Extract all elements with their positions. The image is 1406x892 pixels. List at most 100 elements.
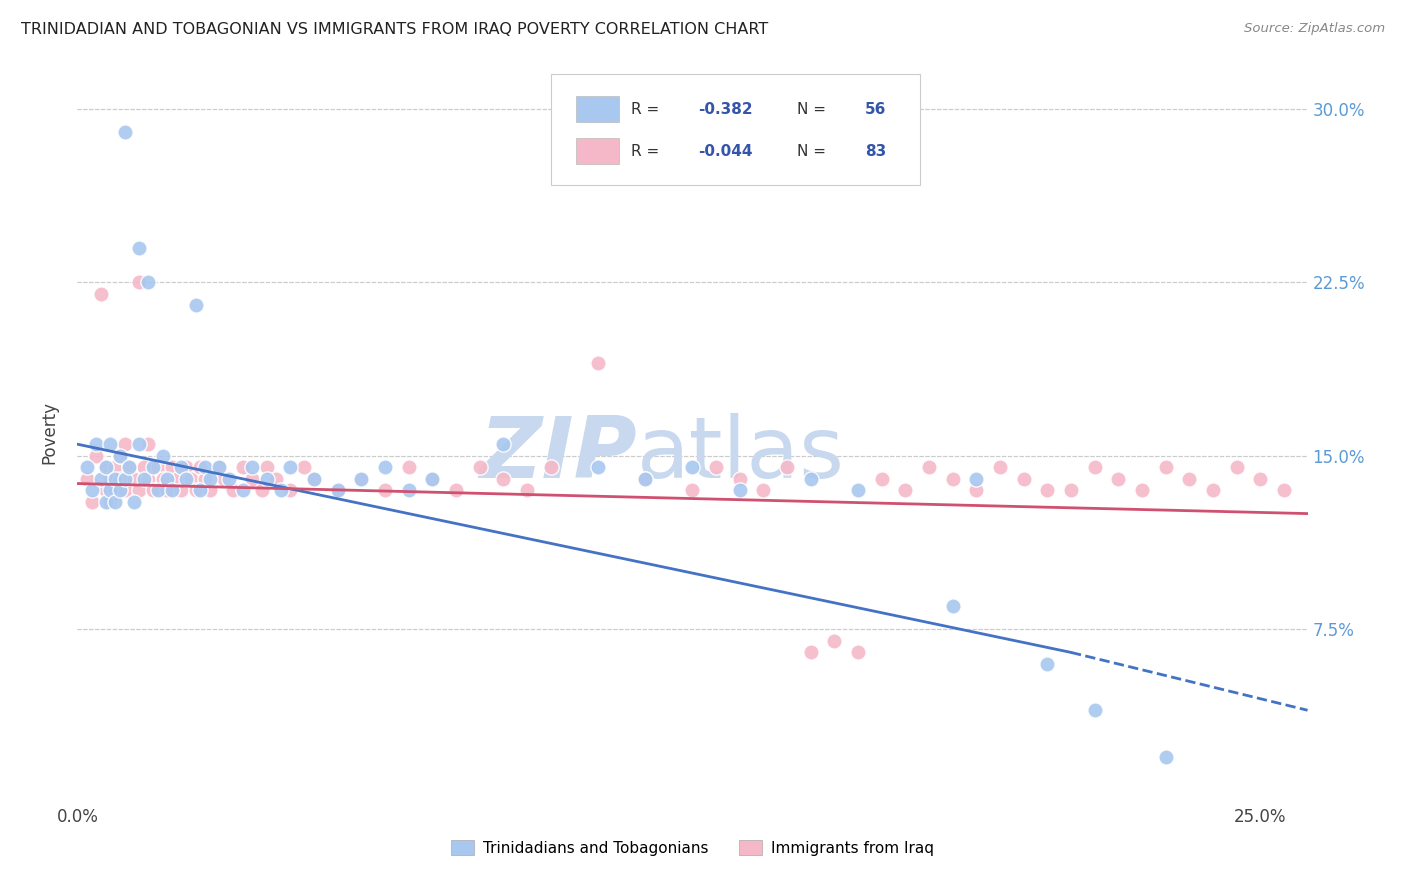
Point: [128, 483, 150, 498]
Point: [302, 472, 325, 486]
Text: -0.382: -0.382: [699, 102, 754, 117]
Point: [752, 483, 775, 498]
Point: [468, 460, 491, 475]
Point: [1178, 472, 1201, 486]
Point: [146, 460, 169, 475]
Text: ZIP: ZIP: [479, 413, 637, 496]
Point: [136, 437, 159, 451]
Point: [108, 449, 131, 463]
Point: [132, 460, 155, 475]
Point: [374, 483, 396, 498]
Point: [1012, 472, 1035, 486]
Point: [634, 472, 657, 486]
Point: [1249, 472, 1271, 486]
Point: [80, 495, 103, 509]
Point: [94, 495, 117, 509]
Point: [104, 460, 127, 475]
Point: [278, 460, 301, 475]
Point: [122, 495, 145, 509]
Text: atlas: atlas: [637, 413, 845, 496]
Point: [166, 472, 188, 486]
Point: [108, 483, 131, 498]
Point: [174, 460, 197, 475]
Text: 56: 56: [865, 102, 886, 117]
Point: [256, 472, 278, 486]
Point: [104, 495, 127, 509]
Point: [965, 483, 987, 498]
Point: [420, 472, 443, 486]
Point: [184, 298, 207, 312]
Point: [918, 460, 941, 475]
Bar: [575, 138, 619, 164]
Point: [114, 437, 136, 451]
Text: TRINIDADIAN AND TOBAGONIAN VS IMMIGRANTS FROM IRAQ POVERTY CORRELATION CHART: TRINIDADIAN AND TOBAGONIAN VS IMMIGRANTS…: [21, 22, 768, 37]
Point: [212, 472, 235, 486]
Point: [76, 472, 98, 486]
Point: [398, 483, 420, 498]
Text: -0.044: -0.044: [699, 144, 754, 159]
Point: [278, 483, 301, 498]
Point: [586, 460, 609, 475]
Point: [128, 437, 150, 451]
Point: [94, 460, 117, 475]
FancyBboxPatch shape: [551, 73, 920, 185]
Point: [142, 460, 165, 475]
Point: [846, 645, 869, 659]
Point: [1226, 460, 1249, 475]
Text: R =: R =: [631, 102, 664, 117]
Point: [988, 460, 1011, 475]
Point: [232, 483, 254, 498]
Point: [586, 356, 609, 370]
Text: N =: N =: [797, 144, 831, 159]
Point: [94, 483, 117, 498]
Point: [156, 483, 179, 498]
Point: [350, 472, 373, 486]
Point: [160, 460, 183, 475]
Point: [118, 460, 141, 475]
Point: [118, 460, 141, 475]
Point: [242, 472, 264, 486]
Point: [270, 483, 292, 498]
Point: [800, 645, 823, 659]
Point: [188, 483, 212, 498]
Point: [776, 460, 799, 475]
Point: [100, 437, 122, 451]
Point: [90, 472, 112, 486]
Point: [398, 460, 420, 475]
Point: [76, 460, 98, 475]
Y-axis label: Poverty: Poverty: [41, 401, 59, 464]
Point: [942, 599, 965, 614]
Point: [302, 472, 325, 486]
Point: [1154, 460, 1177, 475]
Point: [444, 483, 467, 498]
Point: [965, 472, 987, 486]
Point: [184, 483, 207, 498]
Point: [232, 460, 254, 475]
Point: [682, 483, 704, 498]
Point: [170, 460, 193, 475]
Point: [1107, 472, 1129, 486]
Point: [90, 286, 112, 301]
Point: [180, 472, 202, 486]
Point: [84, 437, 107, 451]
Point: [198, 472, 221, 486]
Point: [1154, 749, 1177, 764]
Point: [894, 483, 917, 498]
Point: [1084, 460, 1107, 475]
Point: [420, 472, 443, 486]
Point: [350, 472, 373, 486]
Point: [128, 240, 150, 255]
Point: [1084, 703, 1107, 717]
Point: [1272, 483, 1295, 498]
Point: [870, 472, 893, 486]
Point: [492, 437, 515, 451]
Point: [208, 460, 231, 475]
Point: [160, 483, 183, 498]
Point: [156, 472, 179, 486]
Point: [170, 483, 193, 498]
Point: [152, 472, 174, 486]
Point: [250, 483, 273, 498]
Point: [108, 472, 131, 486]
Point: [1036, 483, 1059, 498]
Point: [294, 460, 316, 475]
